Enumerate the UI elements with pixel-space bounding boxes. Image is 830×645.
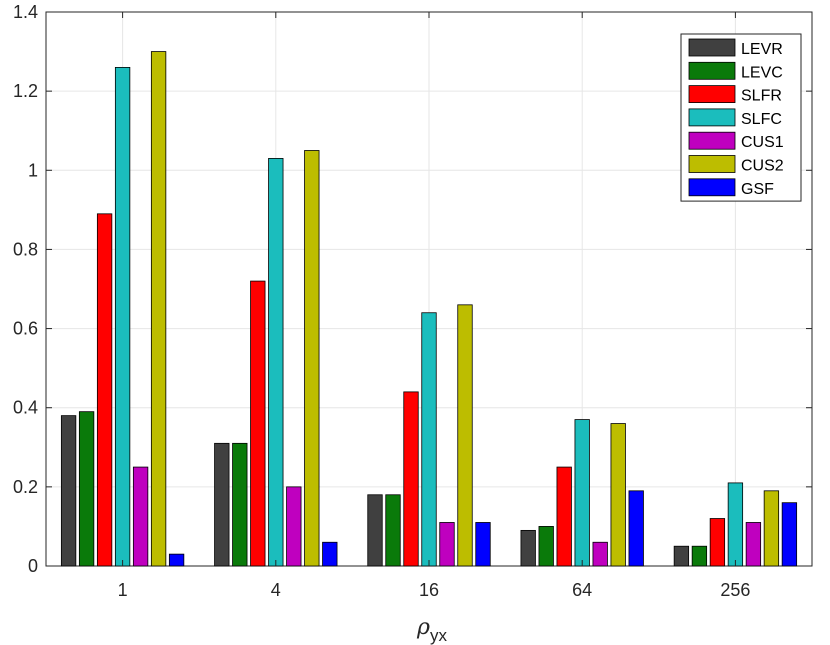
- bar-levr-4: [214, 442, 230, 567]
- bar-gsf-256: [781, 502, 798, 567]
- legend-swatch-levr: [688, 38, 736, 57]
- y-tick-label: 0.8: [13, 239, 38, 259]
- bar-slfr-4: [250, 280, 266, 567]
- bar-levr-256: [673, 545, 690, 567]
- y-tick-label: 1: [28, 160, 38, 180]
- bar-levc-64: [538, 526, 554, 567]
- legend-swatch-gsf: [688, 178, 736, 197]
- legend-label-slfr: SLFR: [741, 88, 782, 105]
- y-axis-ticks: 0 0.2 0.4 0.6 0.8 1 1.2 1.4: [13, 2, 812, 576]
- bar-cus2-64: [610, 423, 626, 567]
- bar-slfc-4: [268, 158, 284, 567]
- legend-label-levc: LEVC: [741, 64, 783, 81]
- legend-swatch-cus2: [688, 155, 736, 173]
- bar-levr-1: [60, 415, 77, 567]
- bar-levc-256: [691, 545, 708, 567]
- bars: [60, 51, 798, 567]
- bar-cus1-64: [592, 541, 608, 567]
- bar-gsf-16: [475, 522, 491, 567]
- legend-swatch-slfc: [688, 108, 736, 127]
- legend-label-gsf: GSF: [741, 181, 774, 198]
- x-axis-ticks: 1 4 16 64 256: [118, 12, 750, 600]
- legend-label-cus2: CUS2: [741, 158, 784, 175]
- legend-swatch-slfr: [688, 85, 736, 103]
- bar-levr-16: [367, 494, 383, 567]
- bar-levc-16: [385, 494, 401, 567]
- bar-slfr-64: [556, 466, 572, 567]
- bar-levr-64: [520, 529, 536, 567]
- bar-gsf-1: [168, 553, 185, 567]
- x-tick-label: 256: [720, 580, 750, 600]
- legend-swatch-cus1: [688, 131, 736, 150]
- legend-label-levr: LEVR: [741, 41, 783, 58]
- bar-slfc-256: [727, 482, 744, 567]
- y-tick-label: 1.2: [13, 81, 38, 101]
- bar-levc-1: [78, 411, 95, 567]
- bar-slfr-16: [403, 391, 419, 567]
- bar-cus2-256: [763, 490, 780, 567]
- x-tick-label: 64: [572, 580, 592, 600]
- bar-cus2-4: [304, 150, 320, 567]
- bar-slfr-256: [709, 518, 726, 567]
- bar-slfr-1: [96, 213, 113, 567]
- x-axis-label-symbol: ρ: [416, 615, 430, 640]
- x-axis-label: ρyx: [416, 615, 447, 645]
- legend-label-cus1: CUS1: [741, 134, 784, 151]
- bar-cus2-1: [150, 51, 167, 567]
- bar-cus1-4: [286, 486, 302, 567]
- y-tick-label: 0.6: [13, 319, 38, 339]
- x-axis-label-subscript: yx: [430, 626, 448, 645]
- legend: LEVR LEVC SLFR SLFC CUS1 CUS2 GSF: [680, 33, 802, 202]
- bar-gsf-64: [628, 490, 644, 567]
- bar-cus1-16: [439, 522, 455, 567]
- y-tick-label: 1.4: [13, 2, 38, 22]
- y-tick-label: 0.2: [13, 477, 38, 497]
- bar-gsf-4: [322, 541, 338, 567]
- y-tick-label: 0: [28, 556, 38, 576]
- y-tick-label: 0.4: [13, 398, 38, 418]
- bar-slfc-64: [574, 419, 590, 567]
- x-tick-label: 1: [118, 580, 128, 600]
- x-tick-label: 4: [271, 580, 281, 600]
- bar-slfc-1: [114, 67, 131, 567]
- bar-cus1-1: [132, 466, 149, 567]
- bar-cus2-16: [457, 304, 473, 567]
- bar-cus1-256: [745, 522, 762, 567]
- legend-swatch-levc: [688, 61, 736, 80]
- bar-slfc-16: [421, 312, 437, 567]
- x-tick-label: 16: [419, 580, 439, 600]
- grid-lines: [46, 11, 812, 567]
- legend-label-slfc: SLFC: [741, 111, 782, 128]
- bar-levc-4: [232, 442, 248, 567]
